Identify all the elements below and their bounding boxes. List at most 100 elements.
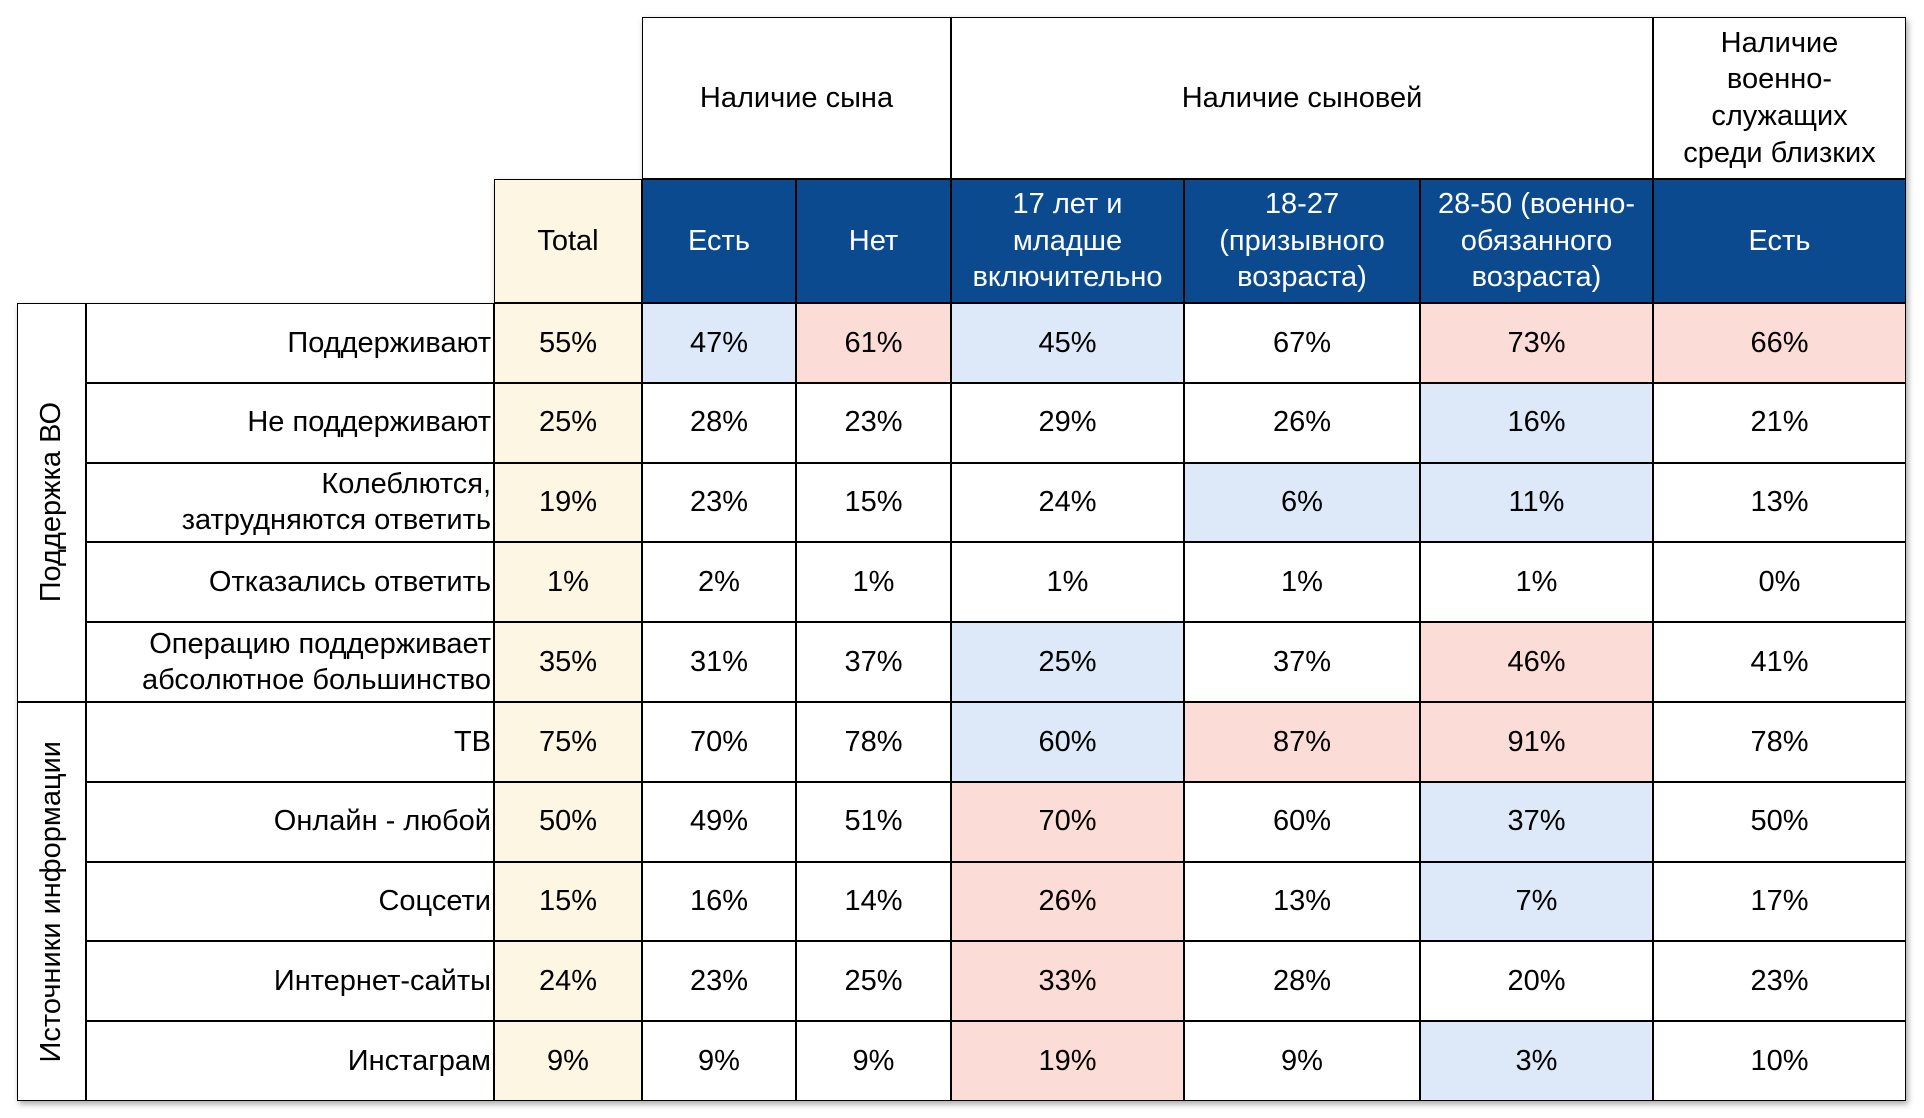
value-cell: 60% bbox=[951, 702, 1184, 782]
value-cell: 37% bbox=[1420, 781, 1653, 862]
value-cell-text: 26% bbox=[1272, 406, 1332, 439]
value-cell-text: 73% bbox=[1507, 326, 1566, 359]
total-cell-text: 35% bbox=[538, 645, 598, 678]
row-label: Отказались ответить bbox=[86, 542, 494, 623]
value-cell-text: 26% bbox=[1038, 885, 1097, 918]
value-cell: 23% bbox=[1653, 941, 1906, 1022]
value-cell-text: 50% bbox=[1750, 805, 1809, 838]
value-cell-text: 21% bbox=[1750, 406, 1809, 439]
total-cell-text: 15% bbox=[538, 885, 598, 918]
total-cell-text: 25% bbox=[538, 406, 598, 439]
row-label-text: Колеблются, затрудняются ответить bbox=[181, 467, 491, 537]
row-label-text: Операцию поддерживает абсолютное большин… bbox=[142, 627, 491, 697]
row-label: Соцсети bbox=[86, 861, 494, 942]
value-cell: 47% bbox=[642, 303, 796, 383]
value-cell: 13% bbox=[1653, 462, 1906, 543]
column-header-text: 28-50 (военно- обязанного возраста) bbox=[1437, 188, 1636, 294]
value-cell-text: 15% bbox=[844, 486, 903, 519]
value-cell: 24% bbox=[951, 462, 1184, 543]
value-cell: 19% bbox=[951, 1021, 1184, 1101]
value-cell-text: 13% bbox=[1750, 486, 1809, 519]
value-cell-text: 11% bbox=[1508, 486, 1565, 519]
total-header-text: Total bbox=[537, 224, 599, 257]
value-cell-text: 70% bbox=[689, 725, 749, 758]
group-header: Наличие сына bbox=[642, 17, 951, 179]
total-cell-text: 55% bbox=[538, 326, 598, 359]
value-cell: 78% bbox=[796, 702, 951, 782]
value-cell: 6% bbox=[1184, 462, 1420, 543]
value-cell: 2% bbox=[642, 542, 796, 623]
total-cell: 24% bbox=[494, 941, 642, 1022]
row-label-text: Интернет-сайты bbox=[273, 965, 491, 998]
total-cell: 55% bbox=[494, 303, 642, 383]
column-header: Есть bbox=[642, 179, 796, 303]
column-header-text: Нет bbox=[848, 224, 899, 257]
value-cell-text: 16% bbox=[1507, 406, 1566, 439]
value-cell-text: 46% bbox=[1507, 645, 1566, 678]
value-cell: 46% bbox=[1420, 622, 1653, 702]
row-group-label: Источники информации bbox=[17, 702, 86, 1101]
value-cell-text: 23% bbox=[689, 486, 749, 519]
value-cell: 15% bbox=[796, 462, 951, 543]
value-cell: 23% bbox=[642, 941, 796, 1022]
value-cell: 23% bbox=[796, 382, 951, 463]
total-cell-text: 75% bbox=[538, 725, 598, 758]
value-cell-text: 66% bbox=[1750, 326, 1809, 359]
value-cell: 91% bbox=[1420, 702, 1653, 782]
total-cell: 1% bbox=[494, 542, 642, 623]
total-header: Total bbox=[494, 179, 642, 303]
value-cell-text: 16% bbox=[689, 885, 749, 918]
value-cell-text: 91% bbox=[1507, 725, 1566, 758]
value-cell: 51% bbox=[796, 781, 951, 862]
row-label: Инстаграм bbox=[86, 1021, 494, 1101]
value-cell-text: 67% bbox=[1272, 326, 1332, 359]
row-label-text: Не поддерживают bbox=[247, 406, 491, 439]
value-cell-text: 31% bbox=[689, 645, 749, 678]
column-header-text: 17 лет и младше включительно bbox=[972, 188, 1163, 294]
value-cell: 28% bbox=[642, 382, 796, 463]
value-cell: 17% bbox=[1653, 861, 1906, 942]
total-cell-text: 19% bbox=[538, 486, 598, 519]
row-label-text: Соцсети bbox=[378, 885, 491, 918]
value-cell-text: 41% bbox=[1750, 645, 1809, 678]
total-cell-text: 9% bbox=[547, 1044, 589, 1077]
value-cell-text: 17% bbox=[1750, 885, 1809, 918]
row-label: Онлайн - любой bbox=[86, 781, 494, 862]
row-label-text: Инстаграм bbox=[347, 1044, 491, 1077]
total-cell: 19% bbox=[494, 462, 642, 543]
row-group-label: Поддержка ВО bbox=[17, 303, 86, 702]
value-cell: 70% bbox=[951, 781, 1184, 862]
row-label-text: ТВ bbox=[453, 725, 491, 758]
total-cell: 25% bbox=[494, 382, 642, 463]
value-cell: 25% bbox=[951, 622, 1184, 702]
value-cell-text: 87% bbox=[1272, 725, 1332, 758]
column-header: 28-50 (военно- обязанного возраста) bbox=[1420, 179, 1653, 303]
value-cell-text: 1% bbox=[852, 566, 895, 599]
value-cell: 26% bbox=[1184, 382, 1420, 463]
value-cell-text: 23% bbox=[844, 406, 903, 439]
value-cell-text: 6% bbox=[1281, 486, 1323, 519]
value-cell: 78% bbox=[1653, 702, 1906, 782]
total-cell-text: 24% bbox=[538, 965, 598, 998]
value-cell: 66% bbox=[1653, 303, 1906, 383]
value-cell: 41% bbox=[1653, 622, 1906, 702]
column-header-text: 18-27 (призывного возраста) bbox=[1219, 188, 1385, 294]
value-cell-text: 29% bbox=[1038, 406, 1097, 439]
column-header-text: Есть bbox=[1748, 224, 1811, 257]
column-header: Нет bbox=[796, 179, 951, 303]
group-header-text: Наличие сына bbox=[699, 81, 894, 114]
column-header: 17 лет и младше включительно bbox=[951, 179, 1184, 303]
value-cell: 26% bbox=[951, 861, 1184, 942]
row-label-text: Отказались ответить bbox=[208, 566, 491, 599]
group-header: Наличие военно- служащих среди близких bbox=[1653, 17, 1906, 179]
value-cell: 14% bbox=[796, 861, 951, 942]
value-cell: 61% bbox=[796, 303, 951, 383]
value-cell: 16% bbox=[1420, 382, 1653, 463]
row-label: Поддерживают bbox=[86, 303, 494, 383]
value-cell-text: 10% bbox=[1750, 1044, 1809, 1077]
total-cell-text: 50% bbox=[538, 805, 598, 838]
column-header: 18-27 (призывного возраста) bbox=[1184, 179, 1420, 303]
value-cell: 70% bbox=[642, 702, 796, 782]
value-cell-text: 2% bbox=[698, 566, 740, 599]
value-cell: 13% bbox=[1184, 861, 1420, 942]
